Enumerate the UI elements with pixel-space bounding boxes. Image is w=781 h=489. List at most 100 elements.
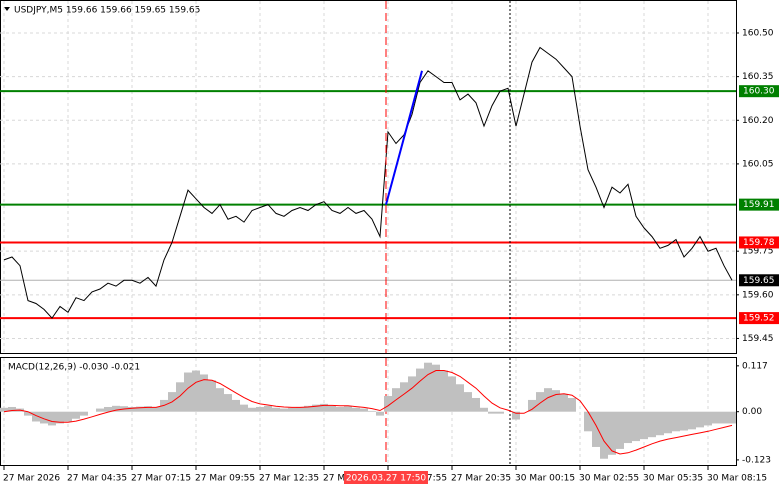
histogram-bar xyxy=(544,388,552,412)
histogram-bar xyxy=(152,406,160,412)
histogram-bar xyxy=(456,384,464,412)
histogram-bar xyxy=(320,403,328,412)
level-tag xyxy=(739,198,779,211)
y-tick-label: 159.75 xyxy=(742,247,774,257)
histogram-bar xyxy=(472,397,480,412)
current-price-label: 159.65 xyxy=(743,276,775,286)
histogram-bar xyxy=(328,405,336,412)
histogram-bar xyxy=(704,411,712,426)
histogram-bar xyxy=(208,380,216,412)
histogram-bar xyxy=(0,407,8,412)
histogram-bar xyxy=(72,411,80,419)
histogram-bar xyxy=(256,406,264,412)
histogram-bar xyxy=(176,382,184,412)
menu-arrow xyxy=(4,7,10,11)
level-tag xyxy=(739,85,779,98)
histogram-bar xyxy=(40,411,48,424)
y-tick-label: 0.117 xyxy=(742,361,768,371)
level-tag xyxy=(739,312,779,325)
histogram-bar xyxy=(672,411,680,432)
y-tick-label: 159.60 xyxy=(742,290,774,300)
histogram-bar xyxy=(408,376,416,412)
histogram-bar xyxy=(248,407,256,412)
histogram-bar xyxy=(232,399,240,412)
histogram-bar xyxy=(584,411,592,432)
histogram-bar xyxy=(136,406,144,412)
histogram-bar xyxy=(632,411,640,442)
x-tick-label: 27 Mar 07:15 xyxy=(131,474,191,484)
histogram-bar xyxy=(432,364,440,412)
histogram-bar xyxy=(592,411,600,447)
histogram-bar xyxy=(144,406,152,412)
signal-line xyxy=(3,370,733,455)
histogram-bar xyxy=(240,404,248,412)
histogram-bar xyxy=(200,374,208,412)
cursor-label: 2026.03.27 17:50 xyxy=(346,474,427,484)
histogram-bar xyxy=(712,411,720,424)
histogram-bar xyxy=(264,405,272,412)
histogram-bar xyxy=(680,411,688,431)
histogram-bar xyxy=(488,411,496,414)
histogram-bar xyxy=(728,411,736,424)
histogram-bar xyxy=(216,388,224,412)
histogram-bar xyxy=(80,411,88,416)
level-label: 159.91 xyxy=(743,200,775,210)
histogram-bar xyxy=(56,411,64,424)
histogram-bar xyxy=(344,406,352,412)
histogram-bar xyxy=(8,406,16,412)
histogram-bar xyxy=(376,411,384,416)
level-label: 159.52 xyxy=(743,314,775,324)
histogram-bar xyxy=(664,411,672,434)
histogram-bar xyxy=(48,411,56,426)
histogram-bar xyxy=(480,407,488,412)
level-label: 160.30 xyxy=(743,87,775,97)
histogram-bar xyxy=(32,411,40,422)
histogram-bar xyxy=(112,405,120,412)
y-tick-label: -0.123 xyxy=(742,455,771,465)
histogram-bar xyxy=(128,406,136,412)
histogram-bar xyxy=(424,362,432,412)
x-tick-label: 27 Mar 04:35 xyxy=(67,474,127,484)
histogram-bar xyxy=(600,411,608,459)
histogram-bar xyxy=(104,406,112,412)
histogram-bar xyxy=(280,408,288,412)
level-label: 159.78 xyxy=(743,238,775,248)
histogram-bar xyxy=(624,411,632,444)
histogram-bar xyxy=(440,370,448,412)
y-tick-label: 160.50 xyxy=(742,29,774,39)
histogram-bar xyxy=(24,411,32,416)
histogram-bar xyxy=(224,394,232,412)
x-tick-label: 27 Mar 20:35 xyxy=(451,474,511,484)
histogram-bar xyxy=(720,411,728,424)
y-tick-label: 0.00 xyxy=(742,407,762,417)
histogram-bar xyxy=(536,392,544,412)
x-tick-label: 30 Mar 00:15 xyxy=(515,474,575,484)
histogram-bar xyxy=(640,411,648,440)
y-tick-label: 160.20 xyxy=(742,116,774,126)
histogram-bar xyxy=(464,392,472,412)
histogram-bar xyxy=(96,408,104,412)
histogram-bar xyxy=(416,368,424,412)
histogram-bar xyxy=(656,411,664,436)
histogram-bar xyxy=(496,411,504,414)
histogram-bar xyxy=(272,407,280,412)
x-tick-label: 30 Mar 08:15 xyxy=(707,474,767,484)
histogram-bar xyxy=(288,407,296,412)
x-tick-label: 27 Mar 2026 xyxy=(3,474,60,484)
cursor-tag xyxy=(344,471,428,484)
y-tick-label: 160.35 xyxy=(742,72,774,82)
histogram-bar xyxy=(648,411,656,438)
histogram-bar xyxy=(688,411,696,430)
histogram-bar xyxy=(400,382,408,412)
x-tick-label: 27 Mar 12:35 xyxy=(259,474,319,484)
histogram-bar xyxy=(552,390,560,412)
histogram-bar xyxy=(192,370,200,412)
histogram-bar xyxy=(512,411,520,420)
histogram-bar xyxy=(448,376,456,412)
trend-line xyxy=(385,70,423,205)
x-tick-label: 27 Mar 09:55 xyxy=(195,474,255,484)
histogram-bar xyxy=(384,396,392,412)
histogram-bar xyxy=(528,399,536,412)
histogram-bar xyxy=(368,410,376,412)
histogram-bar xyxy=(568,397,576,412)
